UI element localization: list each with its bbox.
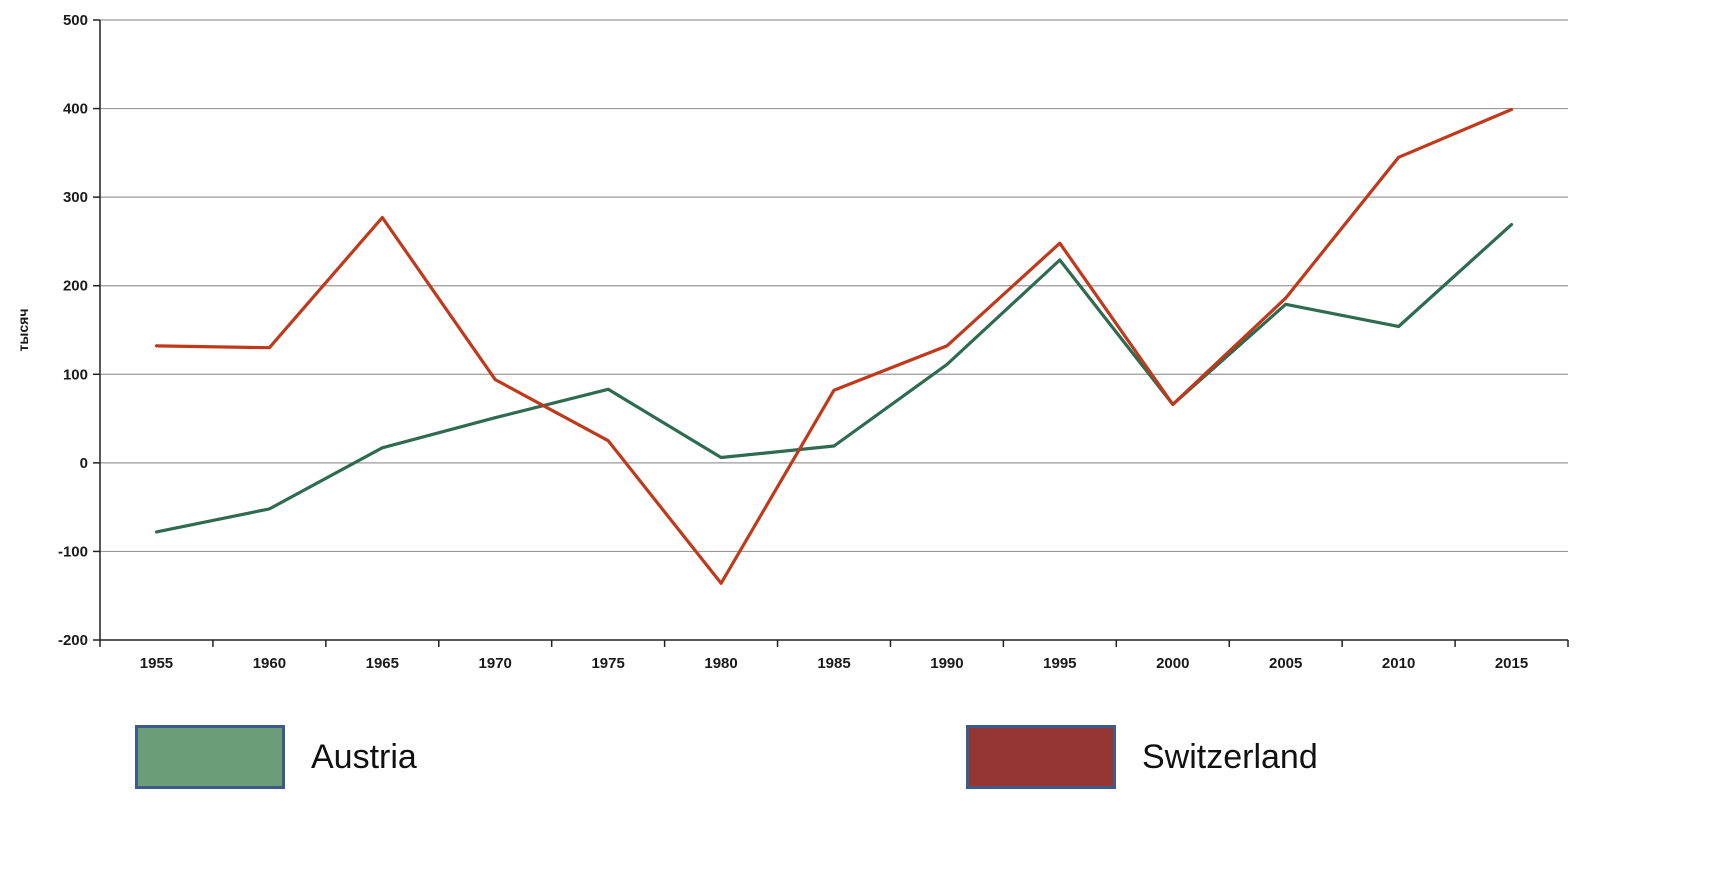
x-tick-label-1: 1960 bbox=[253, 655, 286, 672]
legend-label-austria: Austria bbox=[311, 737, 417, 776]
x-tick-label-6: 1985 bbox=[817, 655, 850, 672]
x-tick-label-5: 1980 bbox=[704, 655, 737, 672]
x-tick-label-0: 1955 bbox=[140, 655, 173, 672]
y-tick-label-2: 0 bbox=[80, 455, 88, 472]
x-tick-label-12: 2015 bbox=[1495, 655, 1528, 672]
legend-swatch-austria bbox=[135, 725, 285, 789]
y-tick-labels: -200 -100 0 100 200 300 400 500 bbox=[58, 12, 88, 649]
x-tick-label-2: 1965 bbox=[366, 655, 399, 672]
x-tick-label-9: 2000 bbox=[1156, 655, 1189, 672]
y-tick-label-6: 400 bbox=[63, 101, 88, 118]
y-axis-title: тысяч bbox=[15, 309, 31, 352]
legend-swatch-switzerland bbox=[966, 725, 1116, 789]
x-tick-label-11: 2010 bbox=[1382, 655, 1415, 672]
y-tick-label-5: 300 bbox=[63, 189, 88, 206]
x-tick-labels: 1955 1960 1965 1970 1975 1980 1985 1990 1995 2000… bbox=[140, 655, 1528, 672]
axes bbox=[93, 19, 1569, 647]
x-tick-label-10: 2005 bbox=[1269, 655, 1302, 672]
legend-label-switzerland: Switzerland bbox=[1142, 737, 1318, 776]
legend-item-austria: Austria bbox=[135, 725, 417, 789]
series-lines bbox=[154, 107, 1514, 585]
y-tick-label-3: 100 bbox=[63, 366, 88, 383]
y-tick-label-4: 200 bbox=[63, 278, 88, 295]
line-chart: -200 -100 0 100 200 300 400 500 1955 1960 1965 197… bbox=[15, 12, 1569, 672]
y-tick-label-7: 500 bbox=[63, 12, 88, 29]
x-tick-label-4: 1975 bbox=[591, 655, 624, 672]
legend-item-switzerland: Switzerland bbox=[966, 725, 1318, 789]
y-tick-label-0: -200 bbox=[58, 632, 88, 649]
x-tick-label-8: 1995 bbox=[1043, 655, 1076, 672]
x-tick-label-7: 1990 bbox=[930, 655, 963, 672]
series-line-austria bbox=[154, 223, 1514, 534]
gridlines bbox=[100, 19, 1568, 553]
series-line-switzerland bbox=[154, 107, 1514, 585]
y-tick-label-1: -100 bbox=[58, 543, 88, 560]
x-tick-label-3: 1970 bbox=[479, 655, 512, 672]
